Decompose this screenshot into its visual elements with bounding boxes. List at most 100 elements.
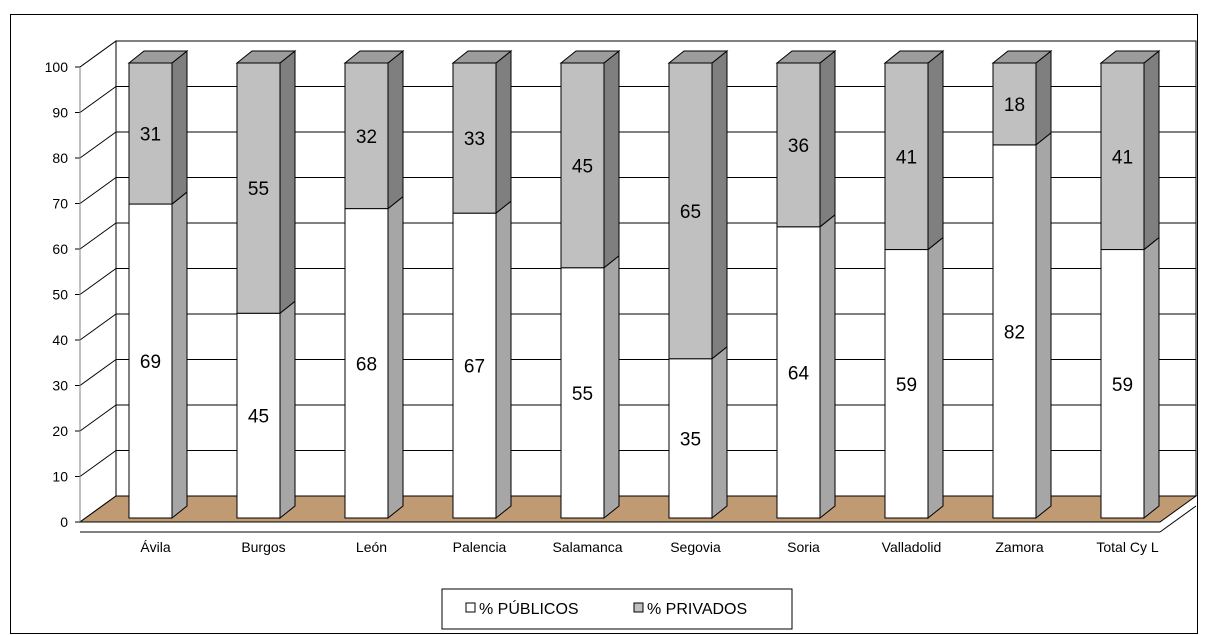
x-category-label: Soria bbox=[787, 539, 820, 555]
y-tick-label: 60 bbox=[52, 241, 68, 257]
data-label-privados: 18 bbox=[1004, 95, 1025, 116]
legend-box bbox=[441, 588, 793, 630]
data-label-publicos: 82 bbox=[1004, 322, 1025, 343]
bar-side-privados bbox=[927, 49, 944, 251]
x-category-label: Ávila bbox=[140, 539, 171, 555]
bar-publicos bbox=[668, 358, 713, 519]
legend-swatch bbox=[465, 602, 476, 613]
gridline-side bbox=[79, 450, 117, 477]
x-category-label: Burgos bbox=[241, 539, 285, 555]
y-tick-label: 10 bbox=[52, 469, 68, 485]
data-label-publicos: 68 bbox=[356, 354, 377, 375]
bar-privados bbox=[668, 62, 713, 360]
bar-side-publicos bbox=[819, 213, 836, 520]
gridline-side bbox=[79, 359, 117, 386]
y-tick-label: 100 bbox=[45, 59, 69, 75]
data-label-publicos: 69 bbox=[140, 352, 161, 373]
bar-publicos bbox=[1100, 249, 1145, 519]
bar-side-privados bbox=[711, 49, 728, 360]
bar-privados bbox=[236, 62, 281, 314]
bar-side-privados bbox=[279, 49, 296, 315]
bar-top bbox=[343, 50, 405, 64]
y-tick-label: 50 bbox=[52, 287, 68, 303]
data-label-privados: 55 bbox=[248, 179, 269, 200]
bar-top bbox=[1099, 50, 1161, 64]
data-label-publicos: 59 bbox=[1112, 375, 1133, 396]
data-label-privados: 36 bbox=[788, 136, 809, 157]
bar-privados bbox=[992, 62, 1037, 146]
bar-privados bbox=[560, 62, 605, 269]
bar-privados bbox=[884, 62, 929, 251]
bar-top bbox=[883, 50, 945, 64]
bar-side-privados bbox=[1143, 49, 1160, 251]
x-axis-end bbox=[1159, 505, 1197, 533]
data-label-privados: 41 bbox=[1112, 147, 1133, 168]
y-tick-label: 0 bbox=[60, 514, 68, 530]
y-tick-label: 90 bbox=[52, 105, 68, 121]
bar-side-privados bbox=[819, 49, 836, 228]
gridline-side bbox=[79, 86, 117, 113]
gridline-side bbox=[79, 131, 117, 159]
bar-side-privados bbox=[1035, 49, 1052, 146]
bar-privados bbox=[344, 62, 389, 210]
gridline-side bbox=[79, 222, 117, 250]
bar-top bbox=[667, 50, 729, 64]
y-tick-label: 30 bbox=[52, 378, 68, 394]
bar-publicos bbox=[236, 312, 281, 519]
x-category-label: Valladolid bbox=[882, 539, 942, 555]
data-label-privados: 65 bbox=[680, 202, 701, 223]
x-category-label: Salamanca bbox=[552, 539, 622, 555]
data-label-privados: 41 bbox=[896, 147, 917, 168]
legend-label: % PÚBLICOS bbox=[479, 599, 579, 618]
bar-side-privados bbox=[387, 49, 404, 210]
x-category-label: Total Cy L bbox=[1096, 539, 1158, 555]
legend-swatch bbox=[633, 602, 644, 613]
bar-publicos bbox=[776, 226, 821, 519]
gridline-side bbox=[79, 40, 117, 68]
bar-privados bbox=[452, 62, 497, 214]
gridline-side bbox=[79, 177, 117, 204]
bar-publicos bbox=[560, 267, 605, 519]
bar-side-publicos bbox=[279, 300, 296, 520]
bar-privados bbox=[128, 62, 173, 205]
y-tick-label: 20 bbox=[52, 423, 68, 439]
y-tick-label: 80 bbox=[52, 150, 68, 166]
y-tick-label: 40 bbox=[52, 332, 68, 348]
data-label-publicos: 55 bbox=[572, 384, 593, 405]
bar-privados bbox=[776, 62, 821, 228]
bar-privados bbox=[1100, 62, 1145, 251]
data-label-publicos: 45 bbox=[248, 407, 269, 428]
bar-side-publicos bbox=[495, 200, 512, 520]
data-label-privados: 31 bbox=[140, 125, 161, 146]
bar-side-privados bbox=[603, 49, 620, 269]
data-label-publicos: 64 bbox=[788, 363, 810, 384]
data-label-privados: 33 bbox=[464, 129, 485, 150]
bar-top bbox=[775, 50, 837, 64]
bar-side-publicos bbox=[603, 254, 620, 520]
bar-side-publicos bbox=[171, 191, 188, 520]
bar-side-publicos bbox=[711, 345, 728, 520]
bar-publicos bbox=[992, 144, 1037, 519]
bar-side-publicos bbox=[927, 236, 944, 520]
data-label-publicos: 67 bbox=[464, 357, 485, 378]
bar-publicos bbox=[884, 249, 929, 519]
bar-top bbox=[235, 50, 297, 64]
bar-side-publicos bbox=[1035, 131, 1052, 520]
y-tick-label: 70 bbox=[52, 196, 68, 212]
gridline-side bbox=[79, 313, 117, 341]
x-category-label: Segovia bbox=[670, 539, 721, 555]
bar-publicos bbox=[452, 212, 497, 519]
bar-top bbox=[451, 50, 513, 64]
x-category-label: Palencia bbox=[453, 539, 507, 555]
bar-top bbox=[991, 50, 1053, 64]
bar-top bbox=[127, 50, 189, 64]
bar-publicos bbox=[128, 203, 173, 519]
x-category-label: Zamora bbox=[995, 539, 1043, 555]
data-label-privados: 45 bbox=[572, 156, 593, 177]
bar-side-privados bbox=[171, 49, 188, 206]
data-label-privados: 32 bbox=[356, 127, 377, 148]
bar-top bbox=[559, 50, 621, 64]
data-label-publicos: 59 bbox=[896, 375, 917, 396]
bar-side-privados bbox=[495, 49, 512, 215]
